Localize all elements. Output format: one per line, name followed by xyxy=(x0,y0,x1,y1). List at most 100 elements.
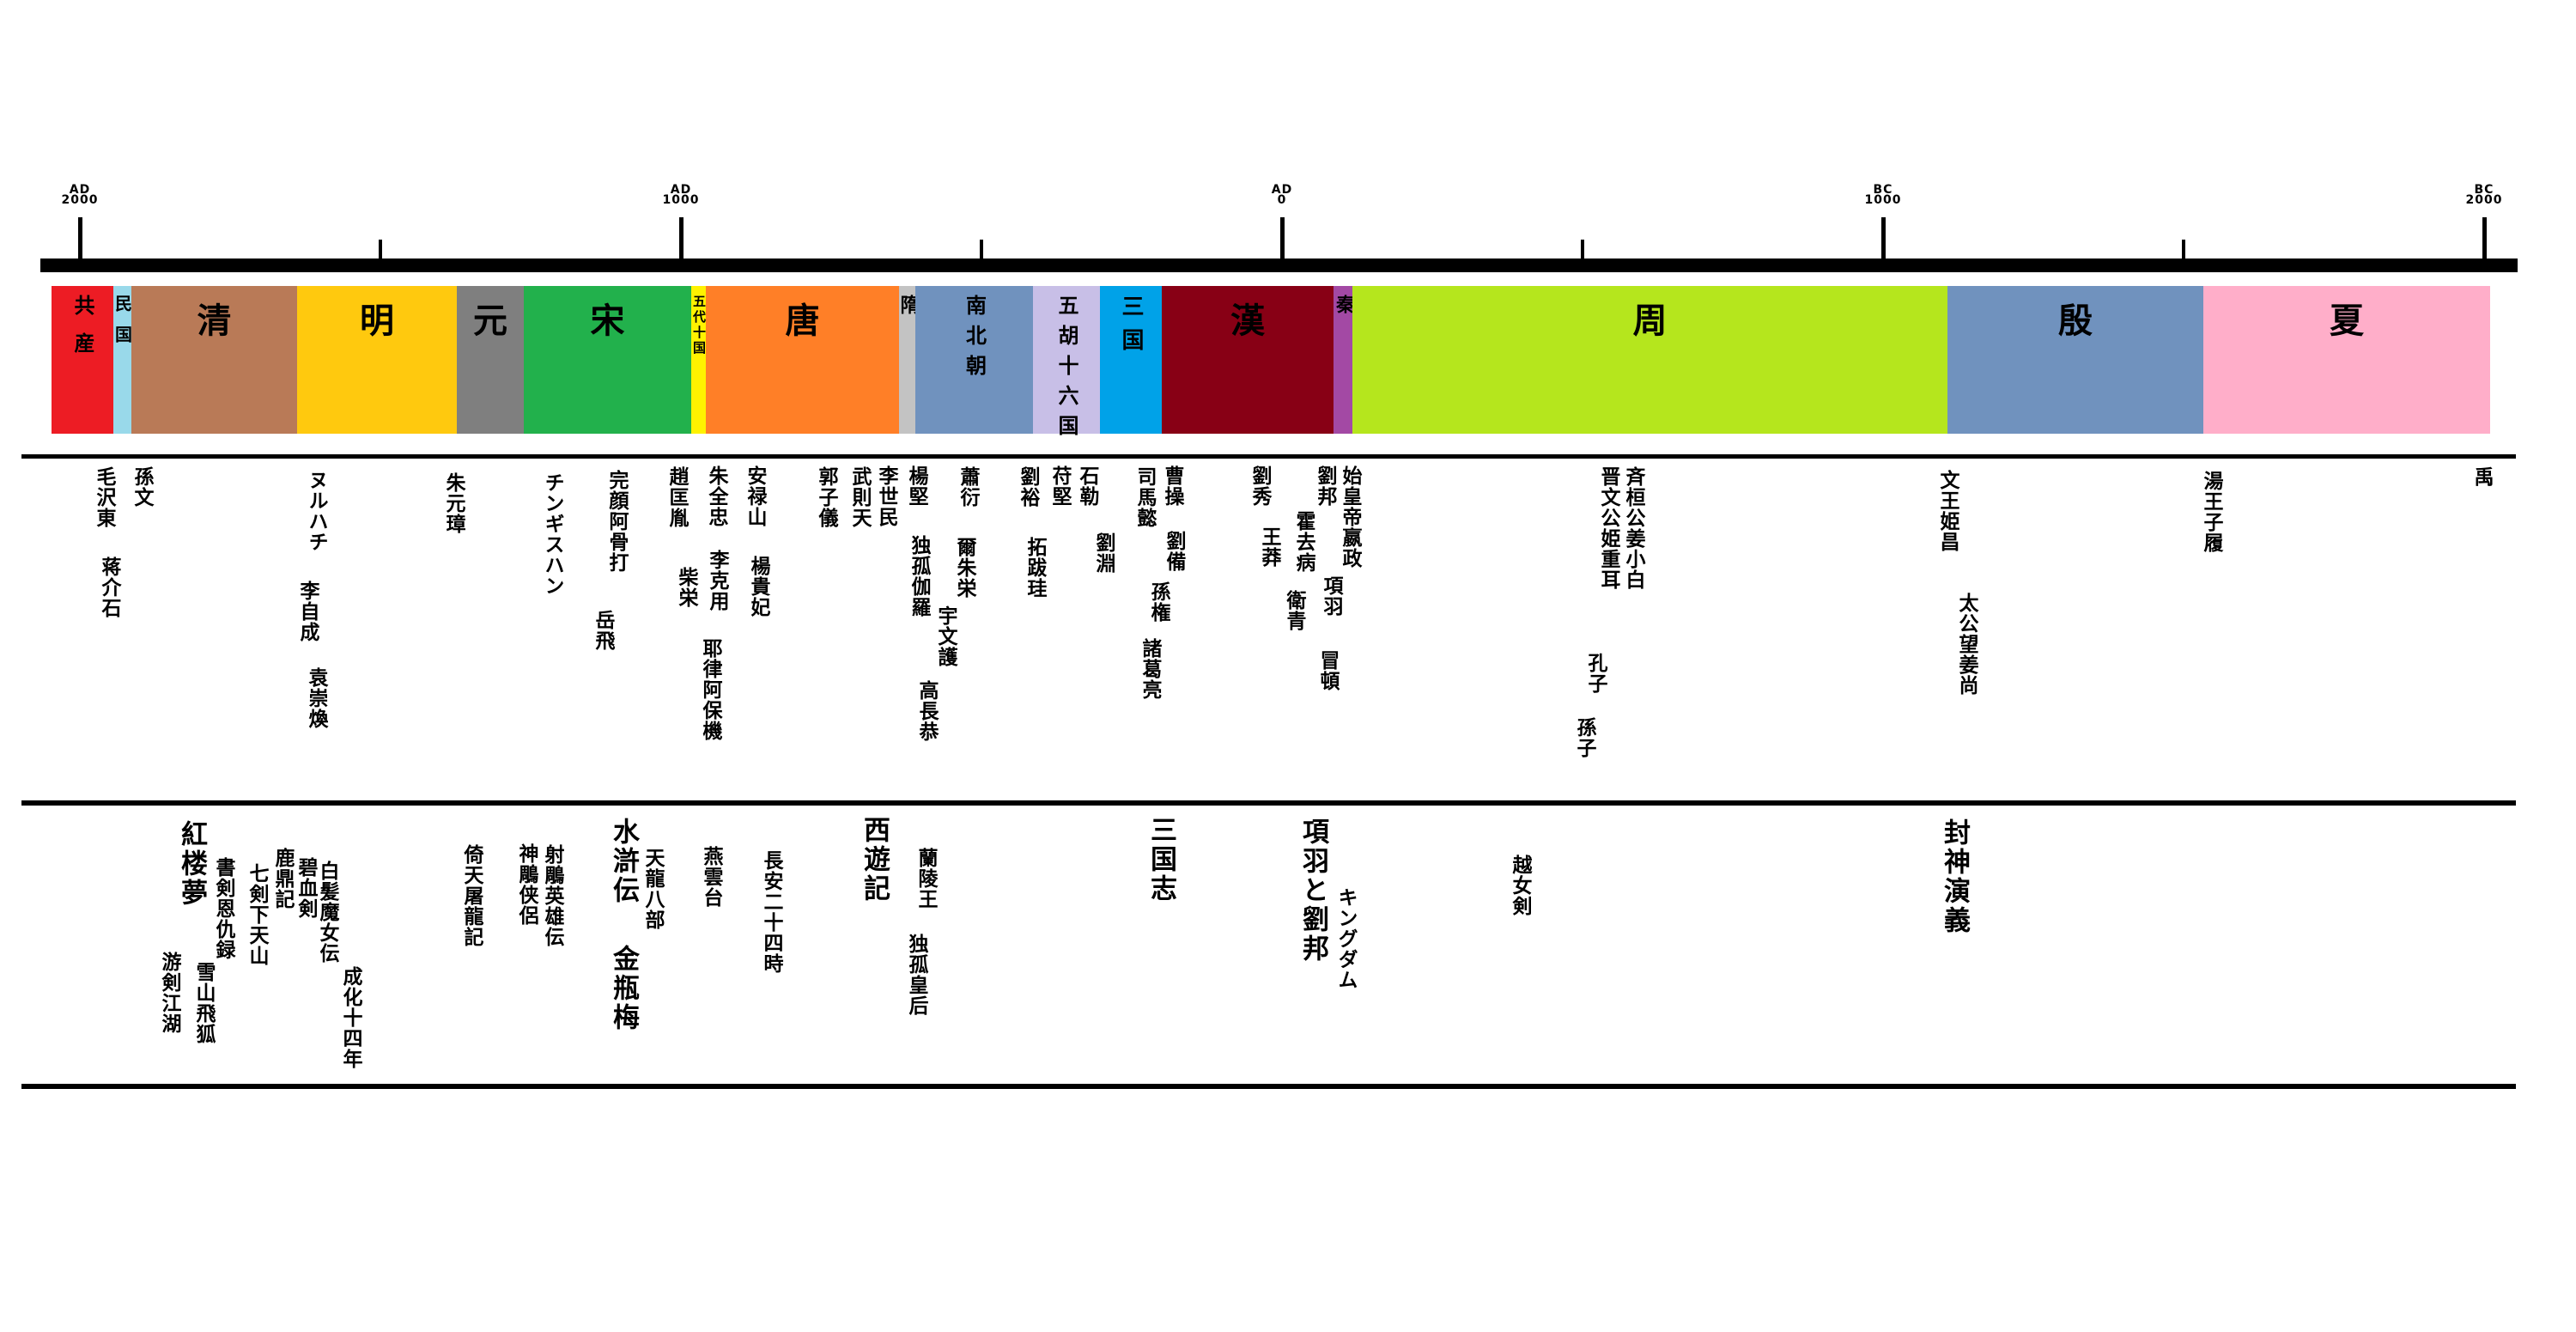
era-label: 漢 xyxy=(1230,301,1265,341)
axis-tick-label-line: AD xyxy=(69,183,91,197)
work-label: 封神演義 xyxy=(1939,818,1970,935)
era-bar-song: 宋 xyxy=(524,286,691,434)
person-label: 安禄山 xyxy=(744,465,766,527)
person-label: 始皇帝嬴政 xyxy=(1339,465,1361,569)
era-label: 隋 xyxy=(896,295,919,314)
axis-tick xyxy=(78,217,82,258)
axis-tick xyxy=(2482,217,2487,258)
axis-tick-label-line: 2000 xyxy=(61,193,99,207)
axis-tick-label-line: BC xyxy=(1873,183,1893,197)
work-label: 項羽と劉邦 xyxy=(1297,818,1328,964)
person-label: 禹 xyxy=(2470,466,2493,487)
era-label: 秦 xyxy=(1333,295,1354,313)
era-label: 殷 xyxy=(2058,301,2093,341)
work-label: 神鵰侠侶 xyxy=(515,843,538,926)
work-label: 七剣下天山 xyxy=(246,863,268,966)
person-label: 朱元璋 xyxy=(442,472,465,534)
era-label: 清 xyxy=(197,301,232,341)
separator-line xyxy=(21,454,2516,459)
era-label: 共産 xyxy=(70,295,94,370)
person-label: 霍去病 xyxy=(1292,511,1315,573)
axis-tick-label: BC 2000 xyxy=(2433,184,2536,207)
person-label: 王莽 xyxy=(1258,526,1280,568)
person-label: 独孤伽羅 xyxy=(908,535,930,617)
person-label: 劉秀 xyxy=(1249,465,1271,507)
person-label: 袁崇煥 xyxy=(305,667,327,729)
person-label: 諸葛亮 xyxy=(1139,638,1161,700)
work-label: 水滸伝 xyxy=(608,818,639,905)
person-label: 石勒 xyxy=(1076,465,1098,507)
axis-tick-label-line: 1000 xyxy=(1864,193,1902,207)
era-bar-ming: 明 xyxy=(297,286,457,434)
person-label: 李克用 xyxy=(706,550,728,611)
person-label: 毛沢東 xyxy=(93,466,115,528)
work-label: 雪山飛狐 xyxy=(192,962,215,1044)
work-label: キングダム xyxy=(1334,887,1357,990)
person-label: 劉淵 xyxy=(1092,532,1115,574)
person-label: 晋文公姫重耳 xyxy=(1597,466,1619,590)
axis-tick-label: AD 2000 xyxy=(28,183,131,207)
person-label: 孫権 xyxy=(1147,581,1170,623)
work-label: 独孤皇后 xyxy=(905,934,927,1016)
era-label: 元 xyxy=(473,301,507,341)
person-label: 冒頓 xyxy=(1316,650,1339,691)
person-label: 孔子 xyxy=(1584,653,1607,694)
axis-tick-label: BC 1000 xyxy=(1832,183,1935,207)
person-label: 宇文護 xyxy=(934,605,957,667)
person-label: 李世民 xyxy=(875,465,897,527)
work-label: 白髪魔女伝 xyxy=(316,861,338,964)
work-label: 碧血剣 xyxy=(295,857,317,919)
person-label: 柴栄 xyxy=(675,567,697,608)
work-label: 射鵰英雄伝 xyxy=(541,844,563,947)
work-label: 金瓶梅 xyxy=(608,945,639,1032)
era-label: 三国 xyxy=(1118,295,1144,362)
era-bar-three-kingdoms: 三国 xyxy=(1100,286,1162,434)
era-bar-yin-shang: 殷 xyxy=(1947,286,2203,434)
person-label: 趙匡胤 xyxy=(665,466,688,528)
person-label: 爾朱栄 xyxy=(953,537,975,599)
axis-tick-label-line: 0 xyxy=(1277,193,1287,207)
era-label: 宋 xyxy=(590,301,625,341)
work-label: 天龍八部 xyxy=(641,848,664,930)
era-bar-yuan: 元 xyxy=(457,286,524,434)
separator-line xyxy=(21,1084,2516,1089)
axis-tick-label-line: 2000 xyxy=(2465,193,2503,207)
axis-tick xyxy=(1581,240,1584,258)
person-label: 衛青 xyxy=(1283,590,1305,631)
axis-baseline xyxy=(40,258,2518,272)
work-label: 燕雲台 xyxy=(700,846,722,908)
person-label: 蕭衍 xyxy=(957,466,979,508)
person-label: 楊貴妃 xyxy=(747,556,769,617)
era-label: 民国 xyxy=(112,295,133,356)
work-label: 蘭陵王 xyxy=(914,848,937,909)
era-bar-qin: 秦 xyxy=(1333,286,1354,434)
person-label: チンギスハン xyxy=(541,472,563,596)
person-label: 文王姫昌 xyxy=(1936,470,1959,552)
person-label: 拓跋珪 xyxy=(1024,537,1046,599)
era-bar-xia: 夏 xyxy=(2203,286,2490,434)
person-label: ヌルハチ xyxy=(305,470,327,552)
axis-tick xyxy=(679,217,683,258)
person-label: 項羽 xyxy=(1320,575,1342,617)
axis-tick xyxy=(980,240,983,258)
era-label: 唐 xyxy=(785,301,820,341)
era-bar-qing: 清 xyxy=(131,286,297,434)
axis-tick-label-line: AD xyxy=(1271,183,1293,197)
axis-tick-label: AD 0 xyxy=(1230,183,1334,207)
work-label: 成化十四年 xyxy=(339,966,361,1069)
person-label: 武則天 xyxy=(848,466,871,528)
person-label: 太公望姜尚 xyxy=(1955,593,1978,696)
person-label: 蒋介石 xyxy=(98,557,120,618)
person-label: 湯王子履 xyxy=(2200,471,2222,553)
work-label: 鹿鼎記 xyxy=(271,848,294,909)
work-label: 書剣恩仇録 xyxy=(212,857,234,960)
era-bar-han: 漢 xyxy=(1162,286,1334,434)
axis-tick-label-line: AD xyxy=(670,183,692,197)
era-label: 南北朝 xyxy=(962,295,987,385)
era-bar-tang: 唐 xyxy=(706,286,899,434)
person-label: 劉邦 xyxy=(1314,465,1336,507)
work-label: 游剣江湖 xyxy=(158,952,180,1034)
person-label: 斉桓公姜小白 xyxy=(1622,466,1644,590)
era-bar-sui: 隋 xyxy=(896,286,919,434)
era-bar-sixteen-kingdoms: 五胡十六国 xyxy=(1033,286,1100,445)
